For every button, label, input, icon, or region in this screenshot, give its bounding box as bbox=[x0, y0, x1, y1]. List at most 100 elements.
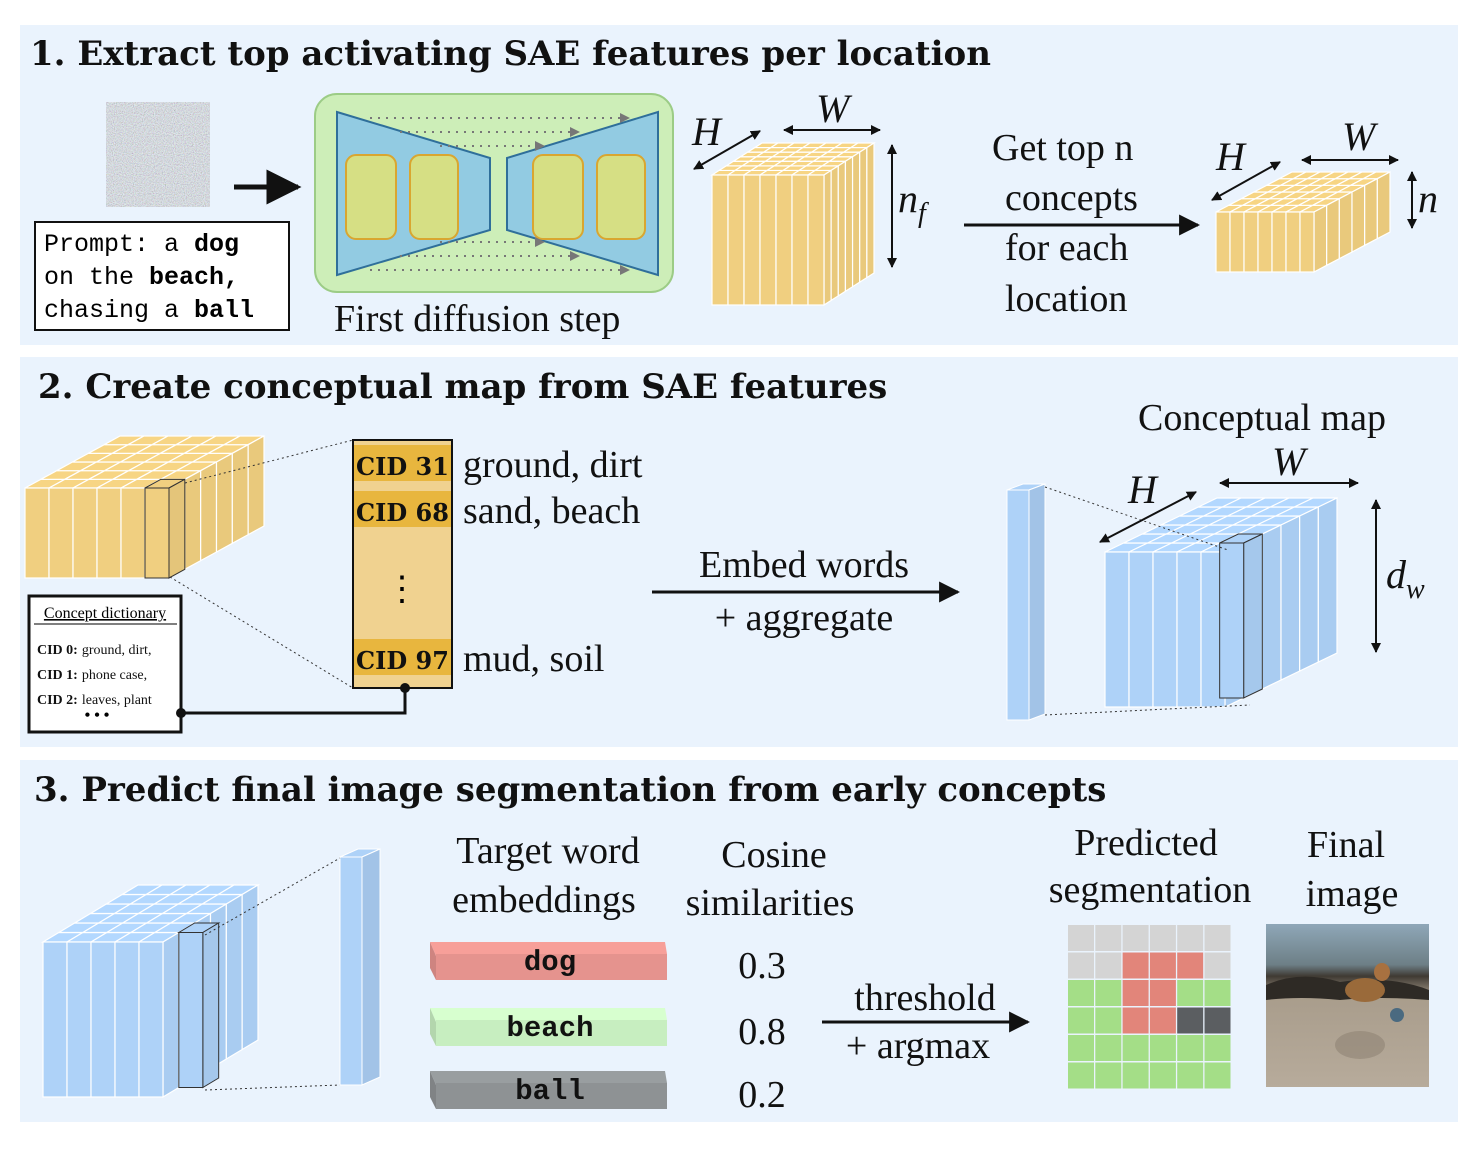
cid-words: sand, beach bbox=[463, 490, 640, 532]
conceptual-map-title: Conceptual map bbox=[1138, 397, 1386, 439]
highlighted-location bbox=[202, 922, 220, 1089]
segmentation-cell-beach bbox=[1177, 1062, 1204, 1089]
segmentation-cell-dog bbox=[1177, 952, 1204, 979]
cube-side-slice bbox=[225, 893, 243, 1061]
embedding-bar-side bbox=[430, 1071, 436, 1109]
cube-side-slice bbox=[1261, 524, 1282, 690]
w-label: W bbox=[1342, 114, 1379, 159]
segmentation-cell-beach bbox=[1068, 1035, 1094, 1061]
h-label: H bbox=[1215, 134, 1247, 179]
arrow-label-top: Embed words bbox=[699, 544, 909, 586]
word-dog: dog bbox=[524, 946, 576, 979]
dictionary-cid: CID 0: bbox=[37, 643, 78, 658]
cube-column bbox=[96, 487, 122, 579]
cube-column bbox=[1271, 211, 1287, 273]
segmentation-cell-beach bbox=[1068, 1062, 1094, 1089]
cube-side-slice bbox=[1338, 191, 1353, 260]
cube-column bbox=[1152, 551, 1178, 708]
cid-words: mud, soil bbox=[463, 638, 604, 680]
embedding-bar bbox=[436, 1020, 667, 1046]
final-image bbox=[1266, 924, 1429, 1087]
segmentation-cell-none bbox=[1095, 952, 1122, 979]
w-label: W bbox=[1272, 439, 1309, 484]
h-arrow bbox=[693, 130, 761, 170]
step-text-2: concepts bbox=[1005, 177, 1138, 219]
unet-diagram bbox=[314, 93, 674, 293]
segmentation-cell-dog bbox=[1149, 1007, 1176, 1034]
dictionary-more: • • • bbox=[85, 707, 110, 724]
arrow-label-top: threshold bbox=[854, 977, 995, 1019]
cube-side-slice bbox=[162, 931, 180, 1099]
cube-side-slice bbox=[866, 141, 875, 279]
highlighted-location bbox=[168, 478, 186, 579]
segmentation-cell-none bbox=[1177, 925, 1204, 951]
cube-column bbox=[1285, 211, 1301, 273]
depth-label: dw bbox=[1386, 552, 1425, 605]
pred-header-1: Predicted bbox=[1074, 822, 1218, 864]
segmentation-cell-dog bbox=[1149, 952, 1176, 979]
cid-highlight bbox=[354, 639, 451, 675]
final-header-2: image bbox=[1306, 873, 1399, 915]
similarity-value: 0.8 bbox=[738, 1011, 786, 1053]
projection-line bbox=[184, 439, 354, 484]
cube-column bbox=[1176, 551, 1202, 708]
cube-side-slice bbox=[1317, 497, 1338, 663]
segmentation-cell-none bbox=[1095, 925, 1122, 951]
h-arrow bbox=[1211, 161, 1281, 201]
cube-column bbox=[1257, 211, 1273, 273]
word-ball: ball bbox=[515, 1075, 585, 1108]
cube-side-slice bbox=[1376, 171, 1391, 240]
segmentation-cell-dog bbox=[1122, 952, 1149, 979]
feature-cube bbox=[24, 434, 265, 580]
cube-side-slice bbox=[231, 443, 249, 545]
prompt-line-2: on the beach, bbox=[44, 263, 239, 292]
embedding-bar-side bbox=[430, 942, 436, 980]
panel-2: 2. Create conceptual map from SAE featur… bbox=[20, 357, 1458, 747]
segmentation-cell-dog bbox=[1149, 980, 1176, 1006]
w-label: W bbox=[816, 86, 853, 131]
step-text-1: Get top n bbox=[992, 127, 1133, 169]
segmentation-cell-beach bbox=[1095, 980, 1122, 1006]
dictionary-entry: CID 0: ground, dirt, bbox=[37, 643, 151, 658]
cube-side-slice bbox=[1326, 197, 1340, 267]
cid-label: CID 68 bbox=[356, 498, 449, 527]
cube-column bbox=[775, 174, 793, 306]
cosine-header-1: Cosine bbox=[721, 834, 827, 876]
segmentation-cell-dog bbox=[1122, 1007, 1149, 1034]
prompt-box bbox=[34, 221, 290, 331]
n-label: n bbox=[1418, 176, 1438, 221]
cube-column bbox=[807, 174, 825, 306]
word-beach: beach bbox=[506, 1012, 593, 1045]
cube-column bbox=[120, 487, 146, 579]
segmentation-cell-ball bbox=[1204, 1007, 1231, 1034]
embedding-bar-top bbox=[430, 1071, 667, 1085]
h-label: H bbox=[691, 109, 723, 154]
cube-column bbox=[90, 941, 116, 1098]
dictionary-words: ground, dirt, bbox=[82, 643, 152, 658]
cube-column bbox=[1128, 551, 1154, 708]
dictionary-title: Concept dictionary bbox=[44, 605, 166, 622]
cube-side-slice bbox=[1280, 515, 1301, 681]
segmentation-cell-none bbox=[1068, 925, 1094, 951]
embedding-vector bbox=[339, 848, 381, 1086]
h-label: H bbox=[1127, 467, 1159, 512]
target-header-1: Target word bbox=[456, 830, 639, 872]
segmentation-cell-none bbox=[1204, 952, 1231, 979]
segmentation-cell-beach bbox=[1095, 1007, 1122, 1034]
segmentation-cell-beach bbox=[1204, 1062, 1231, 1089]
similarity-value: 0.2 bbox=[738, 1074, 786, 1116]
dictionary-entry: CID 1: phone case, bbox=[37, 668, 147, 683]
vector-side bbox=[1028, 483, 1046, 721]
segmentation-cell-none bbox=[1149, 925, 1176, 951]
cube-column bbox=[72, 487, 98, 579]
connector-line bbox=[181, 688, 407, 715]
cid-label: CID 97 bbox=[356, 646, 449, 675]
segmentation-cell-beach bbox=[1177, 1035, 1204, 1061]
cube-column bbox=[48, 487, 74, 579]
cube-column bbox=[1215, 211, 1231, 273]
vector-front bbox=[339, 856, 363, 1086]
dictionary-words: phone case, bbox=[82, 668, 147, 683]
segmentation-cell-beach bbox=[1204, 980, 1231, 1006]
cube-column bbox=[42, 941, 68, 1098]
ellipsis: ⋮ bbox=[385, 571, 419, 608]
